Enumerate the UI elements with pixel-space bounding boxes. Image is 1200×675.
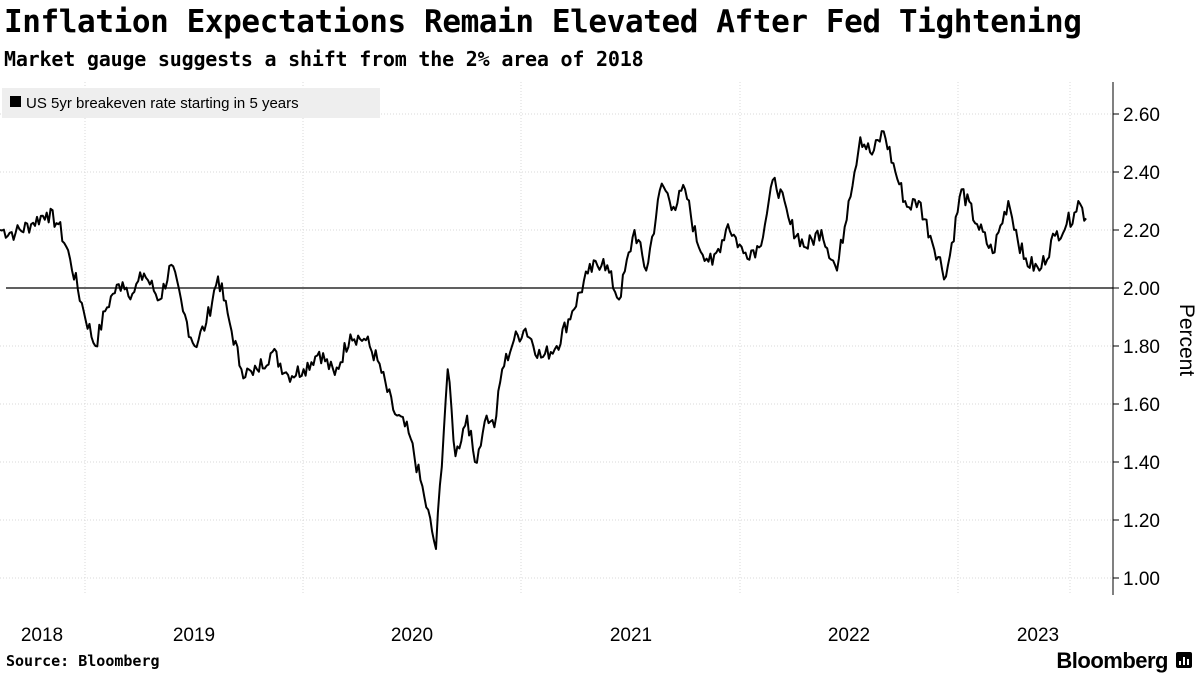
x-tick-label: 2020	[391, 625, 433, 646]
x-tick-label: 2023	[1017, 625, 1059, 646]
y-tick-label: 1.20	[1123, 511, 1160, 532]
y-tick-label: 1.00	[1123, 569, 1160, 590]
legend-entry: US 5yr breakeven rate starting in 5 year…	[26, 95, 299, 112]
y-tick-label: 2.20	[1123, 221, 1160, 242]
x-tick-label: 2018	[21, 625, 63, 646]
chart-subtitle: Market gauge suggests a shift from the 2…	[4, 47, 644, 71]
y-tick-label: 2.60	[1123, 105, 1160, 126]
legend-swatch	[10, 96, 21, 107]
x-tick-label: 2022	[828, 625, 870, 646]
gridlines	[0, 82, 1113, 595]
y-tick-label: 1.80	[1123, 337, 1160, 358]
x-tick-label: 2019	[173, 625, 215, 646]
chart-title: Inflation Expectations Remain Elevated A…	[4, 4, 1082, 40]
bloomberg-logo: Bloomberg	[1056, 648, 1168, 673]
source-note: Source: Bloomberg	[6, 652, 160, 670]
y-tick-label: 2.00	[1123, 279, 1160, 300]
series-line	[0, 130, 1087, 550]
series-group	[0, 130, 1087, 550]
y-tick-label: 2.40	[1123, 163, 1160, 184]
bloomberg-chart-icon	[1176, 652, 1192, 668]
y-axis-title: Percent	[1175, 304, 1198, 377]
axes: 2.60 2.40 2.20 2.00 1.80 1.60 1.40 1.20 1.00 2018…	[21, 82, 1160, 646]
y-tick-label: 1.40	[1123, 453, 1160, 474]
legend: US 5yr breakeven rate starting in 5 year…	[2, 88, 380, 118]
legend-background	[2, 88, 380, 118]
y-tick-label: 1.60	[1123, 395, 1160, 416]
x-tick-label: 2021	[610, 625, 652, 646]
